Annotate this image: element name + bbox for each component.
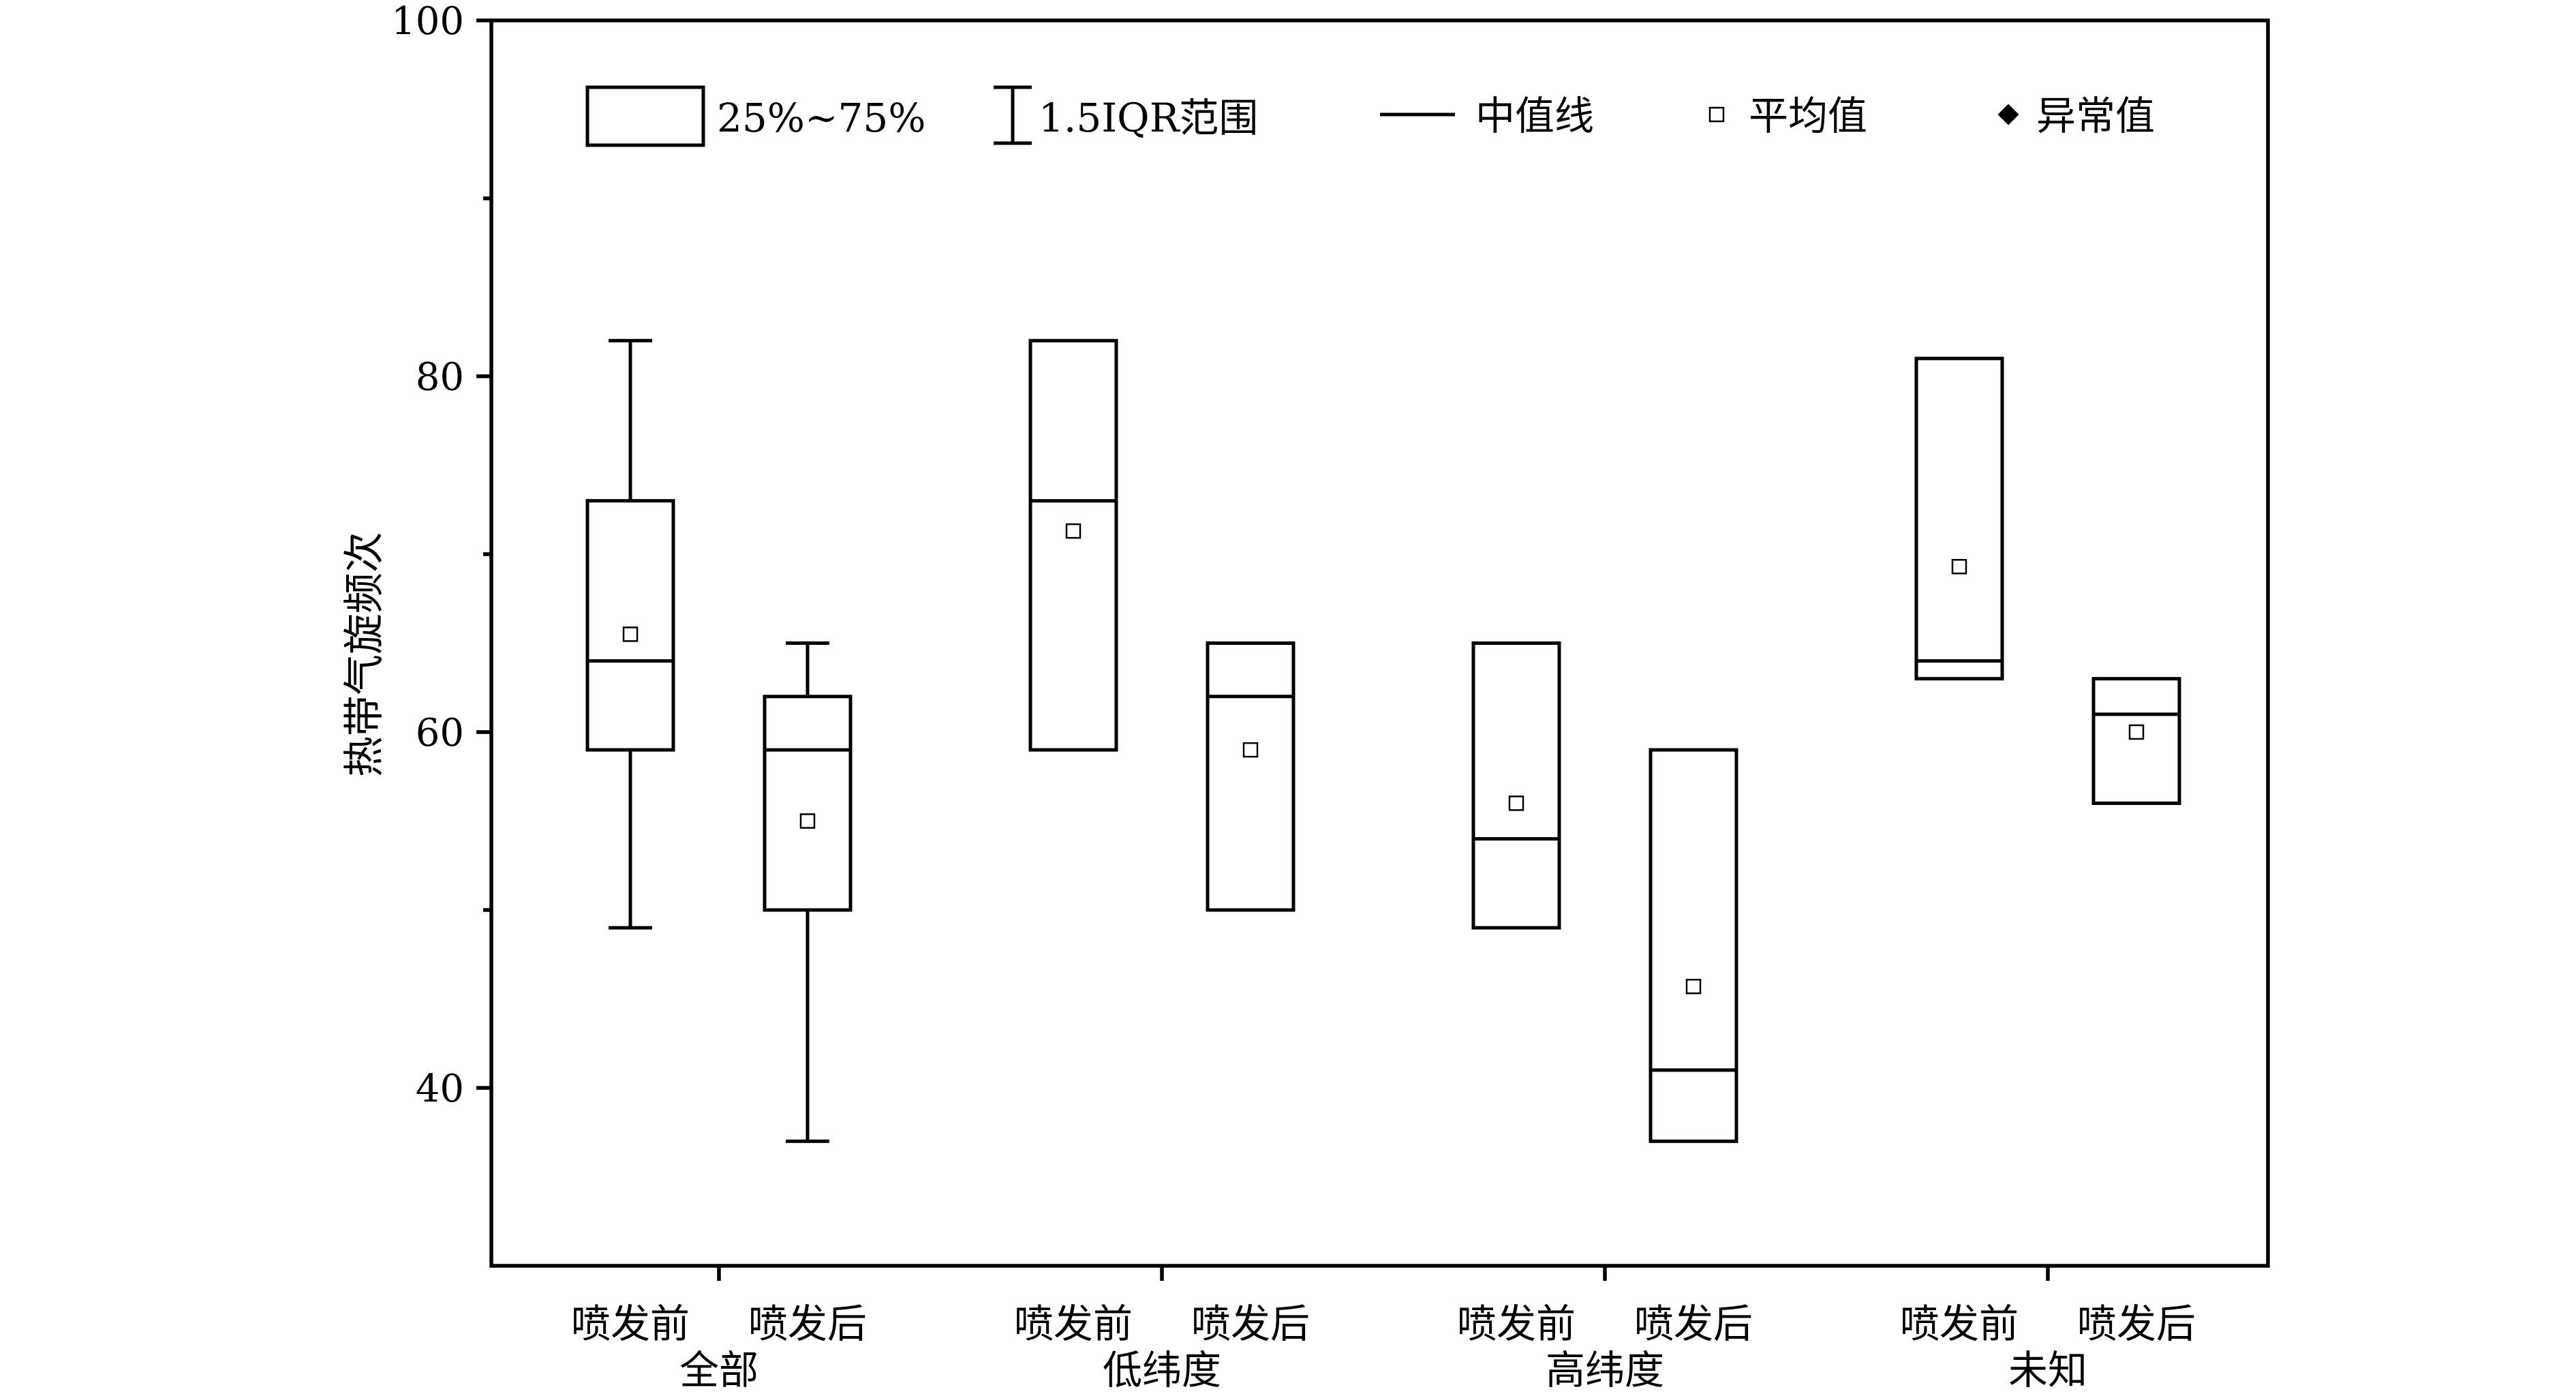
mean-marker [1951,559,1967,575]
legend-label-outlier: 异常值 [2036,93,2155,139]
iqr-box [1028,339,1118,752]
y-tick-label: 80 [416,355,464,399]
mean-marker [1508,795,1524,811]
box-item [1471,641,1561,930]
mean-marker [622,626,639,642]
x-sub-label: 喷发后 [1191,1301,1310,1347]
mean-marker [1242,742,1259,758]
y-axis-title: 热带气旋频次 [341,532,388,777]
x-sub-label: 喷发后 [748,1301,867,1347]
iqr-box [1649,748,1738,1143]
x-group-label: 高纬度 [1546,1347,1664,1393]
legend-box-symbol [585,85,705,147]
legend-label-mean: 平均值 [1749,93,1867,139]
box-item [763,641,853,1143]
box-item [1206,641,1295,912]
legend-whisker-symbol [994,85,1032,145]
mean-marker [2128,724,2145,740]
x-sub-label: 喷发后 [1634,1301,1753,1347]
mean-marker [1685,978,1702,995]
iqr-box [2091,677,2181,805]
y-tick-label: 40 [416,1067,464,1111]
x-group-label: 全部 [679,1347,758,1393]
x-sub-label: 喷发后 [2077,1301,2196,1347]
iqr-box [763,695,853,912]
x-sub-label: 喷发前 [1457,1301,1576,1347]
iqr-box [1471,641,1561,930]
legend: 25%~75% 1.5IQR范围 中值线 平均值 异常值 [585,85,2155,147]
box-item [585,339,675,930]
y-tick-label: 60 [416,711,464,755]
box-item [1914,356,2004,681]
iqr-box [1206,641,1295,912]
legend-outlier-symbol [1997,104,2019,125]
legend-mean-symbol [1708,106,1725,123]
box-item [1649,748,1738,1143]
box-item [2091,677,2181,805]
iqr-box [585,499,675,752]
x-group-label: 未知 [2008,1347,2087,1393]
y-axis: 40 60 80 100 [391,0,491,1111]
legend-label-box: 25%~75% [717,95,925,141]
legend-label-median: 中值线 [1475,93,1594,139]
plot-frame [489,18,2270,1268]
x-group-label: 低纬度 [1103,1347,1221,1393]
mean-marker [799,813,816,829]
box-item [1028,339,1118,752]
x-sub-label: 喷发前 [1900,1301,2019,1347]
mean-marker [1065,523,1082,539]
x-sub-label: 喷发前 [571,1301,690,1347]
legend-label-whisker: 1.5IQR范围 [1039,95,1258,141]
iqr-box [1914,356,2004,681]
box-series [585,339,2181,1143]
y-tick-label: 100 [391,0,464,44]
x-sub-label: 喷发前 [1014,1301,1133,1347]
